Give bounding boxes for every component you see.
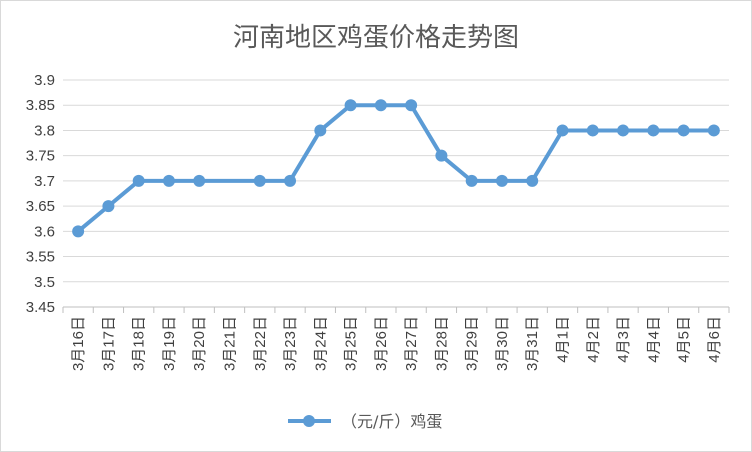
data-point [435, 150, 447, 162]
x-tick-label: 3月20日 [191, 316, 208, 371]
x-tick-label: 3月24日 [312, 316, 329, 371]
x-tick-label: 4月6日 [706, 316, 723, 363]
x-tick-label: 3月28日 [433, 316, 450, 371]
y-axis: 3.45 3.5 3.55 3.6 3.65 3.7 3.75 3.8 3.85 3.9 [26, 72, 55, 316]
x-tick-label: 3月29日 [464, 316, 481, 371]
data-point [587, 124, 599, 136]
data-point [617, 124, 629, 136]
data-point [496, 175, 508, 187]
x-tick-label: 4月4日 [645, 316, 662, 363]
y-tick-label: 3.8 [34, 122, 55, 139]
data-point [526, 175, 538, 187]
y-tick-label: 3.7 [34, 173, 55, 190]
y-tick-label: 3.5 [34, 274, 55, 291]
x-tick-label: 4月5日 [676, 316, 693, 363]
x-axis: 3月16日 3月17日 3月18日 3月19日 3月20日 3月21日 3月22日 3月23日… [63, 307, 729, 371]
x-tick-label: 3月25日 [343, 316, 360, 371]
x-tick-label: 3月30日 [494, 316, 511, 371]
y-tick-label: 3.65 [26, 198, 55, 215]
x-tick-label: 4月1日 [555, 316, 572, 363]
x-tick-label: 3月19日 [161, 316, 178, 371]
data-point [284, 175, 296, 187]
y-tick-label: 3.75 [26, 148, 55, 165]
x-tick-label: 3月21日 [222, 316, 239, 371]
data-point [193, 175, 205, 187]
x-tick-label: 3月17日 [100, 316, 117, 371]
y-tick-label: 3.55 [26, 249, 55, 266]
data-point [708, 124, 720, 136]
chart-title: 河南地区鸡蛋价格走势图 [233, 23, 519, 53]
series-line [78, 105, 714, 231]
data-point [133, 175, 145, 187]
data-point [163, 175, 175, 187]
x-tick-label: 3月18日 [131, 316, 148, 371]
y-tick-label: 3.85 [26, 97, 55, 114]
x-tick-label: 3月26日 [373, 316, 390, 371]
data-point [678, 124, 690, 136]
x-tick-label: 3月31日 [524, 316, 541, 371]
y-tick-label: 3.45 [26, 299, 55, 316]
legend: （元/斤）鸡蛋 [288, 412, 442, 431]
x-tick-label: 4月2日 [585, 316, 602, 363]
y-tick-label: 3.9 [34, 72, 55, 89]
x-tick-label: 3月16日 [70, 316, 87, 371]
x-tick-label: 3月27日 [403, 316, 420, 371]
data-point [345, 99, 357, 111]
data-point [254, 175, 266, 187]
y-tick-label: 3.6 [34, 223, 55, 240]
data-point [102, 200, 114, 212]
x-tick-label: 4月3日 [615, 316, 632, 363]
data-point [72, 225, 84, 237]
data-point [647, 124, 659, 136]
data-point [375, 99, 387, 111]
legend-marker-swatch [303, 415, 315, 427]
series-egg-price [72, 99, 720, 237]
x-tick-label: 3月23日 [282, 316, 299, 371]
x-tick-label: 3月22日 [252, 316, 269, 371]
legend-label: （元/斤）鸡蛋 [341, 412, 442, 431]
data-point [405, 99, 417, 111]
data-point [557, 124, 569, 136]
data-point [466, 175, 478, 187]
data-point [314, 124, 326, 136]
